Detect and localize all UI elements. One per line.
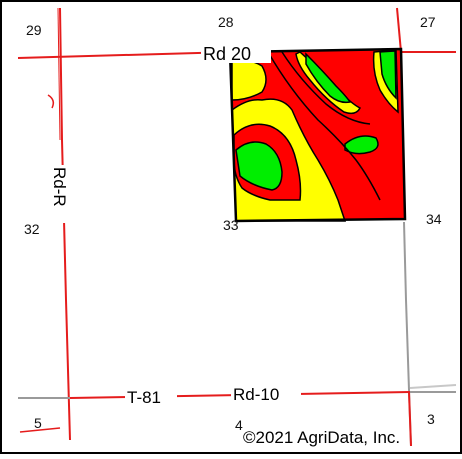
road-spur xyxy=(47,94,55,109)
section-3: 3 xyxy=(427,411,435,427)
field-parcel[interactable] xyxy=(228,47,407,223)
zone-green-small xyxy=(344,135,379,155)
rd-20-label: Rd 20 xyxy=(203,44,251,64)
section-4: 4 xyxy=(235,417,243,433)
rd-10-label: Rd-10 xyxy=(233,385,279,404)
road-north-east xyxy=(396,7,402,53)
section-28: 28 xyxy=(218,14,234,30)
road-south-east-gray-2 xyxy=(409,384,457,389)
rd-r-label: Rd-R xyxy=(50,167,69,207)
road-sw-curve xyxy=(19,427,61,433)
rd-20-label-bg xyxy=(201,43,271,63)
copyright-text: ©2021 AgriData, Inc. xyxy=(243,428,400,447)
zone-green-east xyxy=(379,50,397,100)
road-labels: Rd 20 Rd-R Rd-10 T-81 xyxy=(49,43,301,407)
t-81-label: T-81 xyxy=(127,388,161,407)
t-81-label-bg xyxy=(125,387,177,407)
road-rd-r-edge xyxy=(57,7,61,141)
zone-boundary-1 xyxy=(267,51,381,201)
zone-green-ne xyxy=(305,52,352,104)
rd-10-label-bg xyxy=(231,384,301,404)
road-rd-20-west xyxy=(17,51,234,59)
road-south-east-red xyxy=(408,391,412,447)
section-numbers: 29 28 27 32 33 34 5 4 3 xyxy=(24,14,442,433)
zone-boundary-2 xyxy=(281,51,371,125)
field-outline xyxy=(228,47,407,223)
section-29: 29 xyxy=(26,22,42,38)
section-33: 33 xyxy=(223,217,239,233)
section-5: 5 xyxy=(34,415,42,431)
section-34: 34 xyxy=(426,211,442,227)
zone-green-center xyxy=(235,141,283,191)
section-32: 32 xyxy=(24,221,40,237)
rd-r-label-bg xyxy=(49,165,71,223)
section-27: 27 xyxy=(420,14,436,30)
